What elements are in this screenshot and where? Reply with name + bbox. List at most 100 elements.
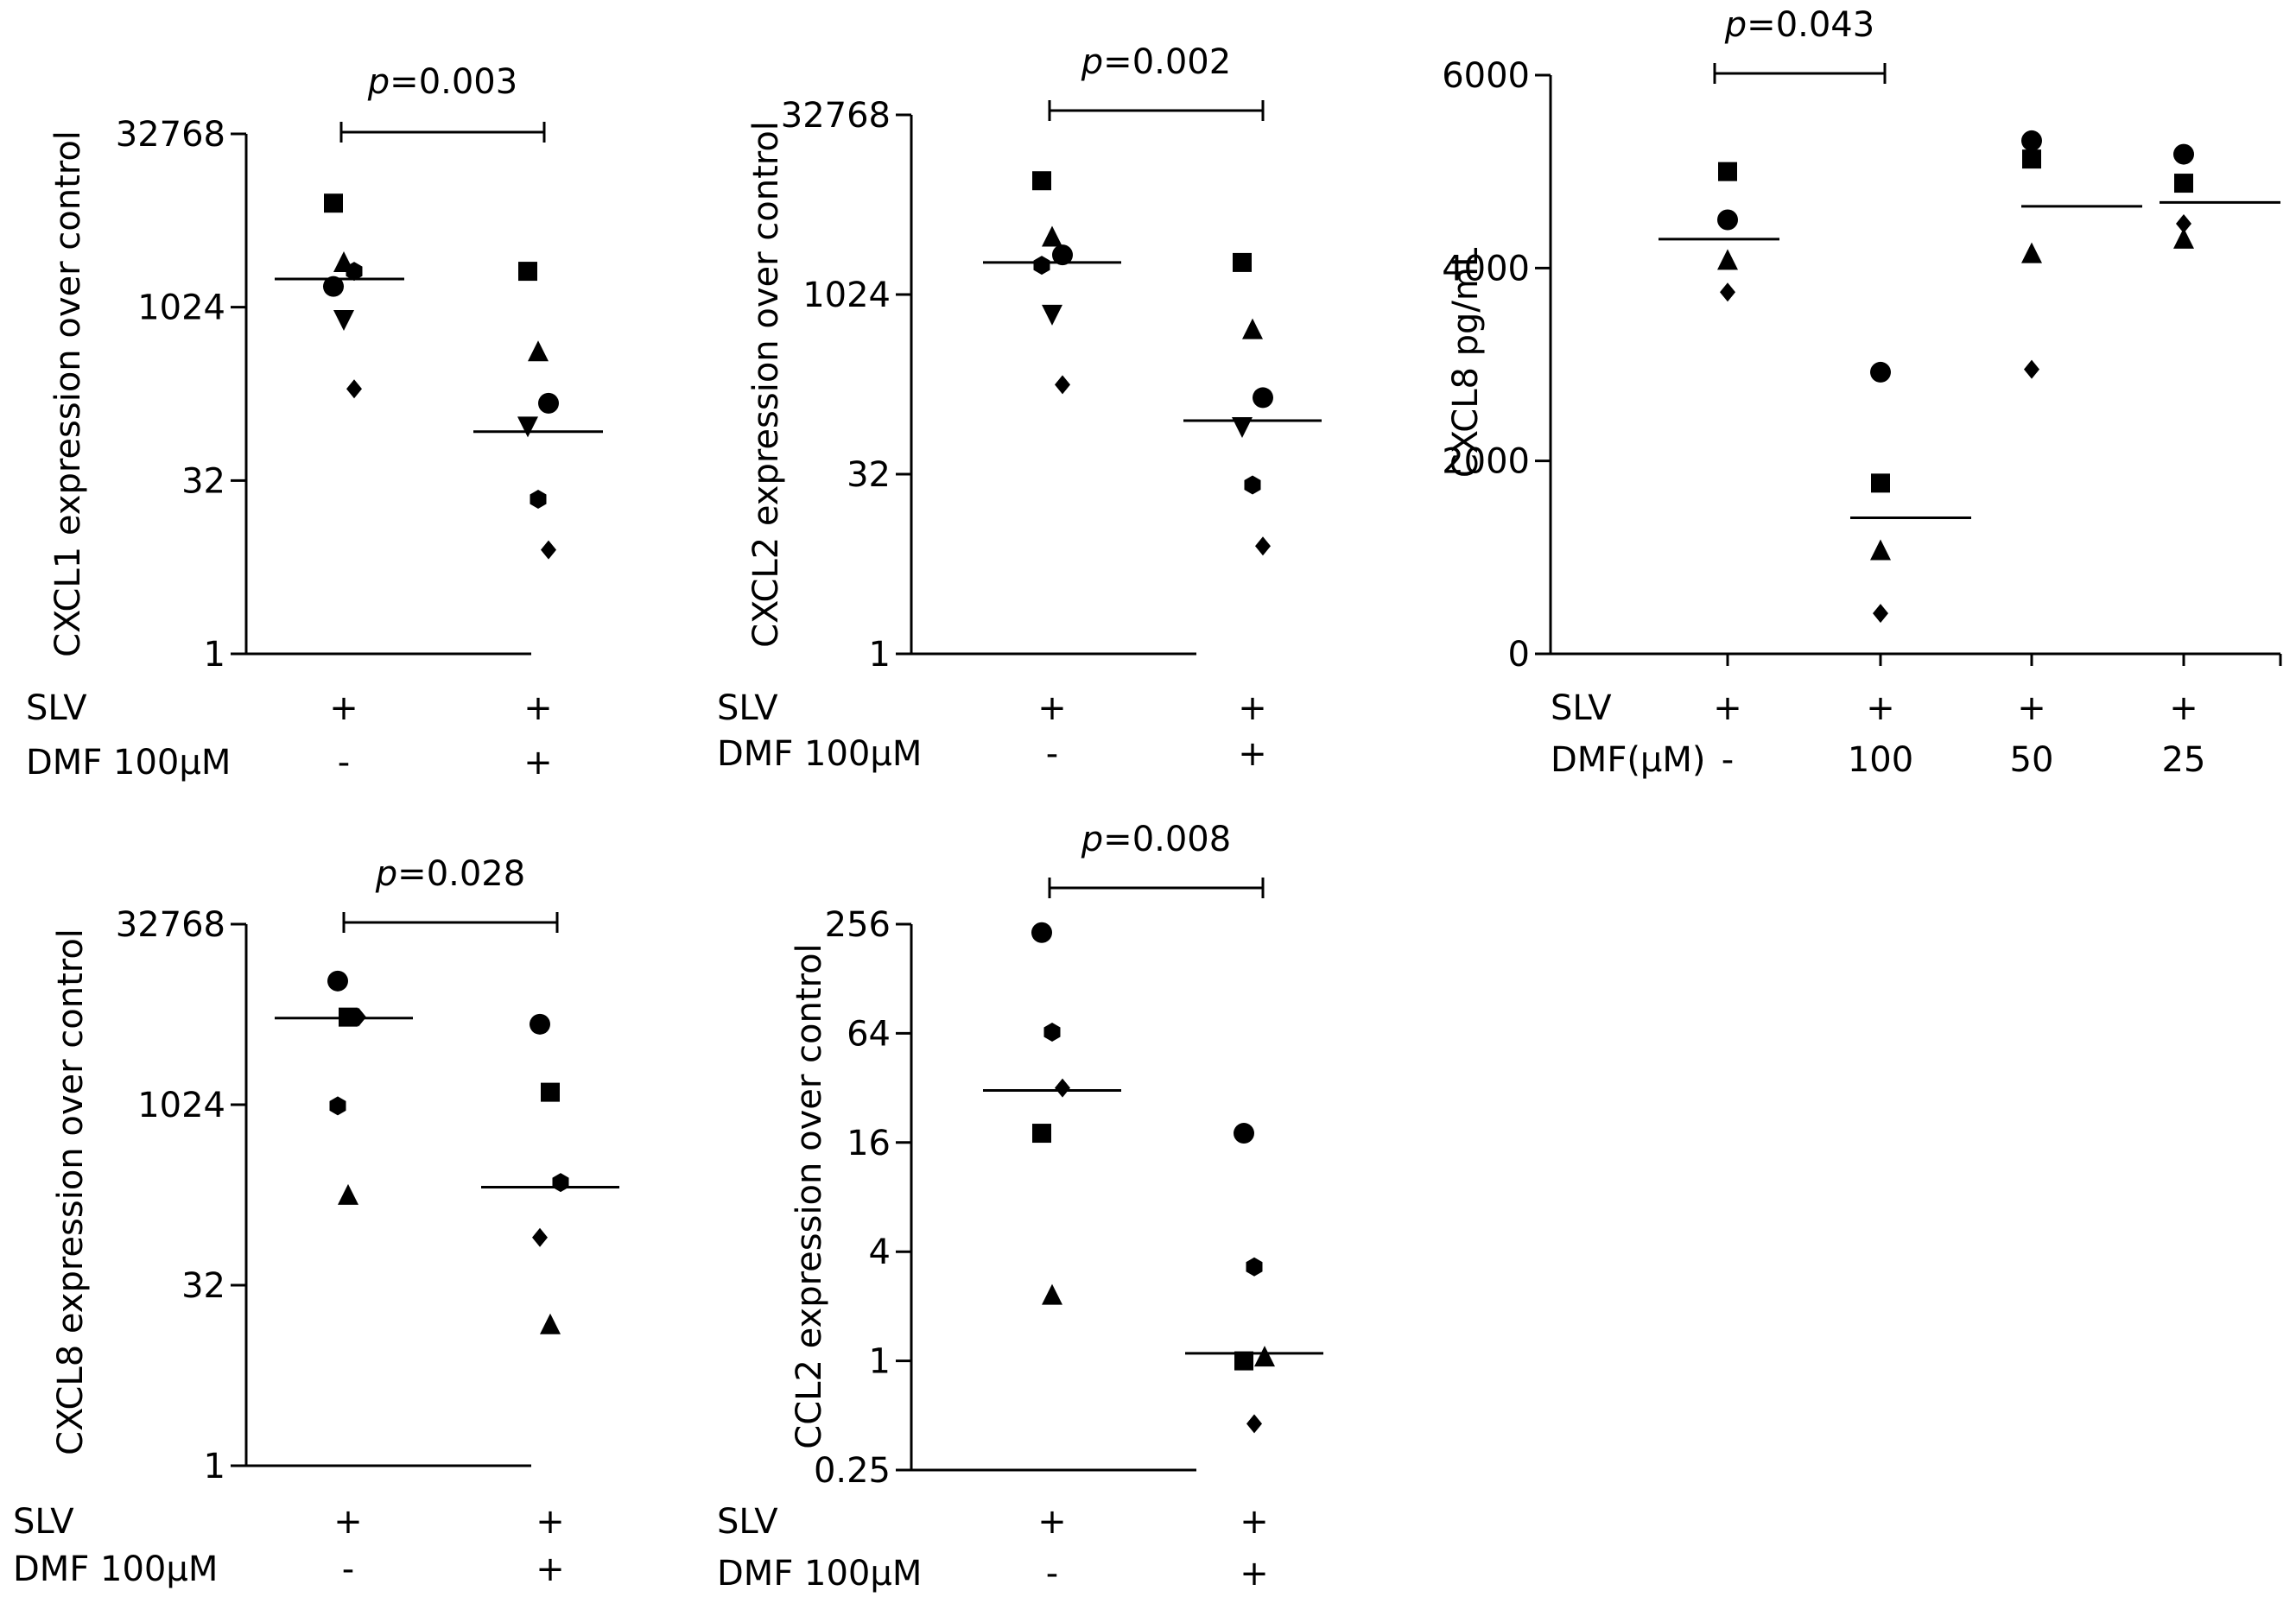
y-tick-label: 32768 xyxy=(781,96,891,136)
data-point xyxy=(517,416,538,438)
p-symbol: p xyxy=(367,62,390,102)
condition-value: 100 xyxy=(1848,740,1913,780)
y-axis-label: CXCL8 expression over control xyxy=(51,928,91,1455)
data-point xyxy=(2021,242,2042,263)
condition-name: DMF(μM) xyxy=(1551,740,1706,780)
condition-value: + xyxy=(523,688,553,728)
data-point xyxy=(323,276,344,297)
y-tick-label: 32 xyxy=(181,461,225,501)
condition-value: + xyxy=(536,1502,565,1542)
data-point xyxy=(1870,361,1891,383)
y-axis-label: CXCL2 expression over control xyxy=(746,121,786,648)
data-point xyxy=(528,340,549,362)
data-point xyxy=(1042,225,1062,247)
data-point xyxy=(324,193,343,213)
condition-value: + xyxy=(2017,688,2046,728)
data-point xyxy=(1720,282,1735,302)
condition-value: + xyxy=(523,743,553,783)
condition-value: 50 xyxy=(2010,740,2054,780)
data-point xyxy=(329,1096,346,1116)
condition-value: - xyxy=(1722,740,1734,780)
data-point xyxy=(518,262,537,282)
condition-value: 25 xyxy=(2162,740,2206,780)
p-value: =0.002 xyxy=(1103,42,1231,82)
data-point xyxy=(1052,244,1073,266)
data-point xyxy=(2176,213,2191,233)
y-axis-label: CCL2 expression over control xyxy=(790,943,829,1448)
p-value-label: p=0.008 xyxy=(1081,820,1231,859)
data-point xyxy=(1254,1346,1275,1367)
data-point xyxy=(1055,375,1070,395)
y-tick-label: 6000 xyxy=(1442,56,1530,96)
panel-cxcl1: 1 32 1024 32768 CXCL1 expression over contro… xyxy=(26,62,603,783)
condition-value: + xyxy=(1240,1554,1269,1594)
data-point xyxy=(1717,209,1738,231)
data-point xyxy=(1873,604,1888,624)
y-axis-label: CXCL1 expression over control xyxy=(48,130,88,657)
data-point xyxy=(540,1313,561,1334)
condition-name: DMF 100μM xyxy=(26,743,231,783)
y-tick-label: 2000 xyxy=(1442,442,1530,482)
data-point xyxy=(346,379,362,399)
data-point xyxy=(532,1227,548,1247)
p-value-label: p=0.043 xyxy=(1724,5,1874,45)
condition-value: + xyxy=(1713,688,1742,728)
data-point xyxy=(541,540,556,560)
condition-name: DMF 100μM xyxy=(717,734,922,774)
data-point xyxy=(1055,1078,1070,1098)
condition-name: SLV xyxy=(1551,688,1612,728)
p-value: =0.043 xyxy=(1747,5,1874,45)
data-point xyxy=(1032,1124,1051,1144)
condition-name: SLV xyxy=(26,688,87,728)
data-point xyxy=(1870,539,1891,561)
y-tick-label: 1 xyxy=(204,1447,225,1486)
y-tick-label: 32768 xyxy=(116,905,225,945)
panel-cxcl8: 1 32 1024 32768 CXCL8 expression over contro… xyxy=(13,854,619,1589)
data-point xyxy=(538,392,559,414)
data-point xyxy=(1043,1023,1061,1042)
p-value-label: p=0.002 xyxy=(1081,42,1231,82)
data-point xyxy=(1244,475,1261,495)
data-point xyxy=(552,1173,569,1193)
condition-value: + xyxy=(333,1502,363,1542)
y-tick-label: 4000 xyxy=(1442,249,1530,288)
y-axis-label: CXCL8 pg/mL xyxy=(1446,247,1486,478)
y-tick-label: 16 xyxy=(847,1124,891,1163)
condition-value: + xyxy=(1866,688,1895,728)
p-value-label: p=0.003 xyxy=(367,62,517,102)
y-tick-label: 32768 xyxy=(116,115,225,155)
condition-name: SLV xyxy=(717,688,778,728)
data-point xyxy=(1233,252,1252,272)
y-tick-label: 4 xyxy=(869,1233,891,1272)
condition-value: - xyxy=(1046,1554,1058,1594)
y-tick-label: 0 xyxy=(1508,635,1530,675)
condition-value: + xyxy=(536,1549,565,1589)
data-point xyxy=(1042,1283,1062,1305)
data-point xyxy=(2173,143,2194,165)
data-point xyxy=(2022,149,2041,169)
p-value: =0.003 xyxy=(390,62,517,102)
data-point xyxy=(346,262,363,282)
condition-name: DMF 100μM xyxy=(717,1554,922,1594)
data-point xyxy=(1253,387,1273,409)
data-point xyxy=(1718,162,1737,181)
y-tick-label: 1 xyxy=(869,1342,891,1382)
condition-value: + xyxy=(1238,734,1267,774)
data-point xyxy=(1717,249,1738,270)
data-point xyxy=(530,1013,550,1035)
p-symbol: p xyxy=(1724,5,1747,45)
data-point xyxy=(333,309,354,331)
data-point xyxy=(2021,130,2042,151)
condition-name: SLV xyxy=(717,1502,778,1542)
data-point xyxy=(541,1082,560,1102)
y-tick-label: 256 xyxy=(825,905,891,945)
y-tick-label: 1024 xyxy=(137,288,225,328)
data-point xyxy=(1232,417,1253,439)
condition-value: + xyxy=(1037,688,1067,728)
condition-name: DMF 100μM xyxy=(13,1549,218,1589)
data-point xyxy=(1871,473,1890,493)
